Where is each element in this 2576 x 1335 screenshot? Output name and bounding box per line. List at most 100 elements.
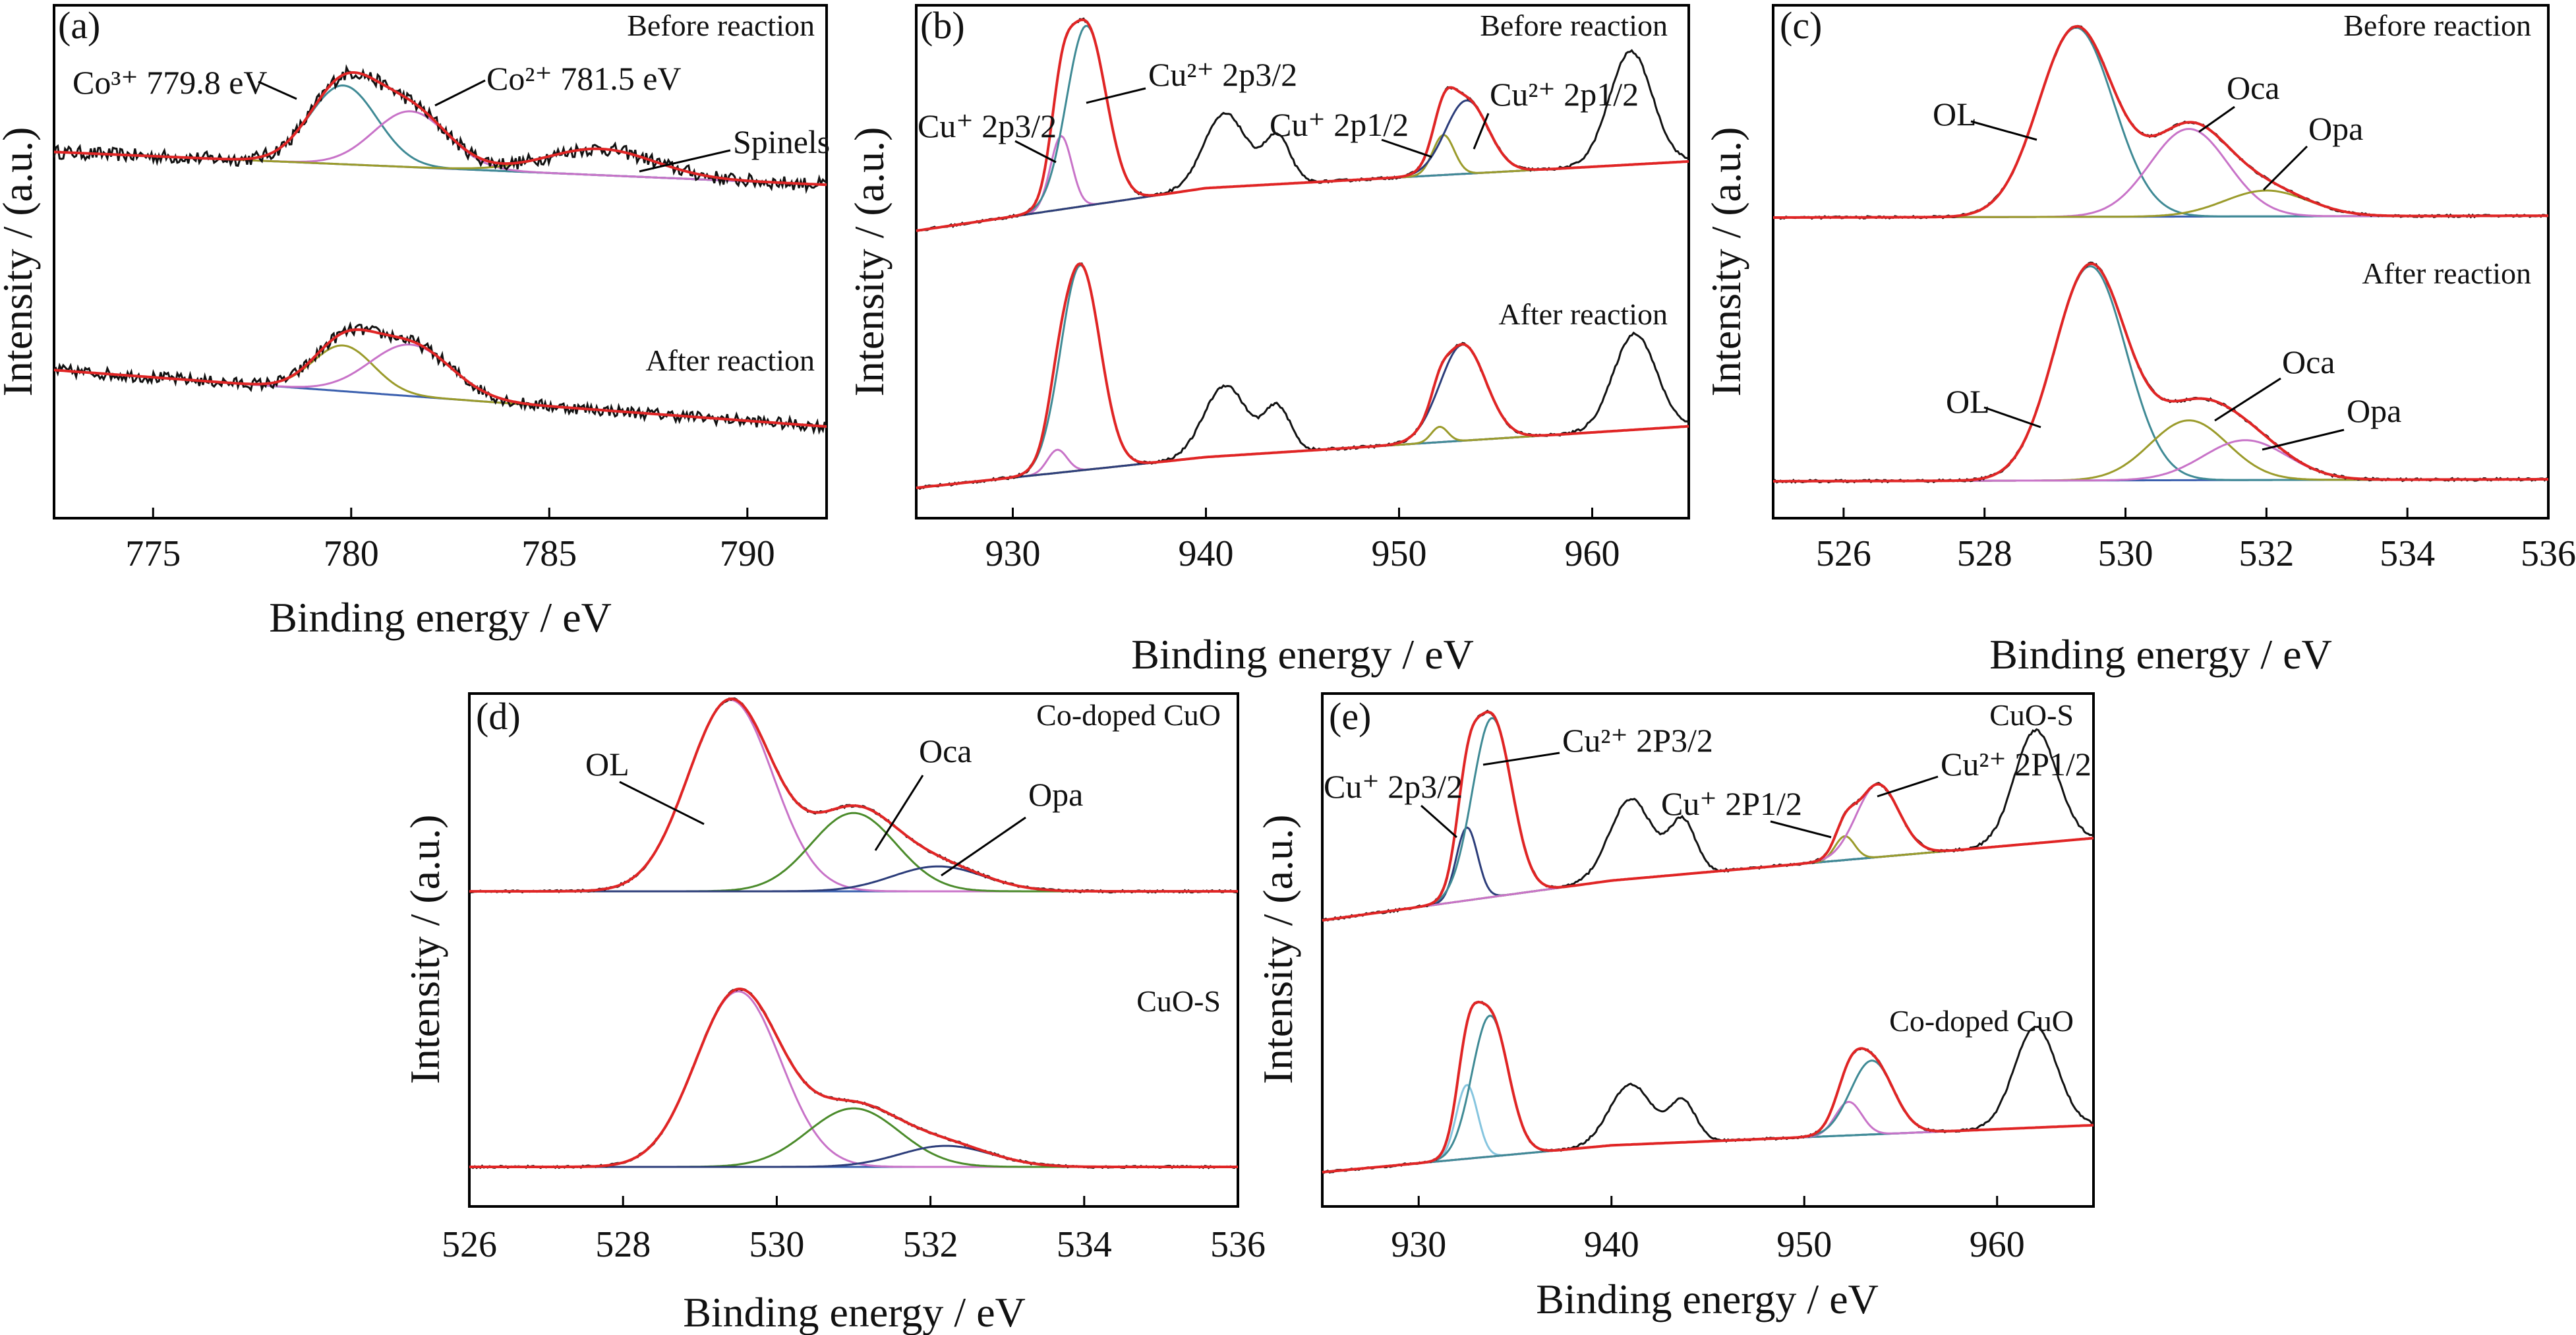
panel-a-tick-label-2: 785 <box>521 533 577 574</box>
panel-c-tick-label-0: 526 <box>1816 533 1871 574</box>
panel-d-stack-1-peak-0 <box>469 990 1238 1168</box>
panel-d-tick-label-4: 534 <box>1057 1224 1112 1265</box>
panel-e-stack-0-envelope <box>1322 710 2094 922</box>
panel-e-annotation-cu1-1-2: Cu⁺ 2P1/2 <box>1661 785 1802 822</box>
panel-b-tick-label-1: 940 <box>1179 533 1234 574</box>
panel-e-ylabel: Intensity / (a.u.) <box>1254 815 1301 1084</box>
panel-e-tick-label-1: 940 <box>1584 1224 1639 1265</box>
panel-b-arrow-cu2-3-2 <box>1086 87 1146 104</box>
panel-a-stack-label-top: Before reaction <box>627 9 815 42</box>
panel-d-tick-label-2: 530 <box>749 1224 804 1265</box>
panel-a: 775 780 785 790 (a) Before reaction After r… <box>0 4 830 641</box>
panel-c: 526 528 530 532 534 536 (c) Before reaction A… <box>1703 4 2576 678</box>
panel-c-stack-0-peak-1 <box>1773 128 2548 219</box>
panel-b-plot <box>916 17 1689 490</box>
panel-a-tick-label-0: 775 <box>125 533 181 574</box>
panel-a-arrow-co2 <box>434 79 486 107</box>
panel-c-tick-label-1: 528 <box>1957 533 2012 574</box>
panel-e-annotation-cu1-3-2: Cu⁺ 2p3/2 <box>1324 768 1463 805</box>
panel-b: 930 940 950 960 (b) Before reaction After r… <box>846 4 1690 678</box>
panel-e-stack-0-peak-0 <box>1322 826 2094 922</box>
panel-c-stack-0-peak-0 <box>1773 26 2548 219</box>
panel-a-stack-1-envelope <box>53 328 827 428</box>
panel-c-tick-label-3: 532 <box>2239 533 2294 574</box>
panel-e-tick-label-0: 930 <box>1391 1224 1446 1265</box>
panel-d-annotation-ol: OL <box>585 746 629 783</box>
panel-b-label: (b) <box>920 4 965 47</box>
panel-e: 930 940 950 960 (e) CuO-S Co-doped CuO Cu⁺ … <box>1254 692 2095 1322</box>
panel-c-tick-label-5: 536 <box>2521 533 2576 574</box>
panel-a-annotation-co2: Co²⁺ 781.5 eV <box>486 60 682 97</box>
panel-d-stack-1-peak-2 <box>469 1144 1238 1168</box>
panel-d-stack-label-top: Co-doped CuO <box>1036 698 1221 732</box>
panel-d-arrow-ol <box>619 781 705 825</box>
panel-c-arrow-opa-top <box>2262 145 2308 191</box>
panel-b-annotation-cu2-1-2: Cu²⁺ 2p1/2 <box>1490 76 1639 113</box>
panel-e-arrow-cu1-1-2 <box>1770 820 1832 839</box>
panel-d-tick-label-1: 528 <box>595 1224 651 1265</box>
panel-a-tick-label-1: 780 <box>324 533 379 574</box>
panel-b-annotation-cu1-1-2: Cu⁺ 2p1/2 <box>1270 106 1409 143</box>
panel-c-stack-1-peak-0 <box>1773 265 2548 483</box>
panel-d-ylabel: Intensity / (a.u.) <box>401 815 448 1084</box>
panel-c-stack-0-peak-2 <box>1773 189 2548 219</box>
panel-b-stack-label-bottom: After reaction <box>1498 297 1668 331</box>
panel-c-annotation-oca-bottom: Oca <box>2282 343 2335 380</box>
panel-a-annotation-spinels: Spinels <box>733 123 830 160</box>
panel-c-annotation-opa-bottom: Opa <box>2347 392 2401 429</box>
panel-b-stack-1-peak-2 <box>916 425 1689 489</box>
panel-d-stack-label-bottom: CuO-S <box>1136 984 1221 1018</box>
panel-e-annotation-cu2-3-2: Cu²⁺ 2P3/2 <box>1562 722 1713 759</box>
panel-a-axis: 775 780 785 790 <box>125 508 775 574</box>
panel-e-arrow-cu2-3-2 <box>1482 752 1560 766</box>
panel-d-label: (d) <box>476 695 521 738</box>
panel-c-stack-0-envelope <box>1773 24 2548 219</box>
panel-a-arrow-co3 <box>258 80 297 100</box>
panel-b-stack-0-envelope <box>916 18 1689 232</box>
panel-e-stack-0-background <box>1322 837 2094 922</box>
panel-a-ylabel: Intensity / (a.u.) <box>0 127 41 397</box>
panel-c-frame <box>1772 4 2550 519</box>
panel-a-frame <box>53 4 828 519</box>
panel-b-arrow-cu2-1-2 <box>1473 113 1490 150</box>
panel-d-axis: 526 528 530 532 534 536 <box>442 1196 1266 1265</box>
panel-b-stack-1-background <box>916 425 1689 489</box>
panel-c-annotation-ol-top: OL <box>1933 96 1977 133</box>
panel-a-stack-label-bottom: After reaction <box>645 343 815 377</box>
panel-c-label: (c) <box>1780 4 1822 47</box>
panel-b-tick-label-2: 950 <box>1372 533 1427 574</box>
panel-a-stack-0-envelope <box>53 71 827 187</box>
panel-e-stack-1-background <box>1322 1124 2094 1173</box>
panel-c-stack-0-raw <box>1772 24 2549 220</box>
panel-b-stack-label-top: Before reaction <box>1480 9 1668 42</box>
panel-e-axis: 930 940 950 960 <box>1391 1196 2025 1265</box>
panel-d-xlabel: Binding energy / eV <box>683 1289 1026 1335</box>
panel-b-arrow-cu1-3-2 <box>1014 140 1057 163</box>
panel-d-stack-0-peak-2 <box>469 865 1238 893</box>
panel-d-plot <box>469 697 1239 1170</box>
panel-b-tick-label-3: 960 <box>1565 533 1620 574</box>
panel-e-plot <box>1322 709 2094 1174</box>
panel-c-tick-label-2: 530 <box>2098 533 2153 574</box>
panel-e-tick-label-2: 950 <box>1776 1224 1832 1265</box>
panel-d: 526 528 530 532 534 536 (d) Co-doped CuO CuO-… <box>401 692 1266 1335</box>
panel-d-tick-label-3: 532 <box>903 1224 958 1265</box>
panel-b-frame <box>915 4 1690 519</box>
panel-c-annotation-opa-top: Opa <box>2308 110 2363 147</box>
panel-a-arrow-spinels <box>639 149 731 173</box>
panel-d-frame <box>468 692 1239 1208</box>
panel-b-stack-0-background <box>916 160 1689 232</box>
panel-a-annotation-co3: Co³⁺ 779.8 eV <box>73 64 268 101</box>
panel-c-xlabel: Binding energy / eV <box>1989 631 2332 678</box>
panel-b-annotation-cu1-3-2: Cu⁺ 2p3/2 <box>918 107 1057 144</box>
panel-d-annotation-oca: Oca <box>919 732 972 769</box>
panel-d-arrow-opa <box>941 816 1026 877</box>
panel-e-stack-1-envelope <box>1322 1000 2094 1173</box>
panel-c-stack-label-top: Before reaction <box>2343 9 2531 42</box>
panel-e-label: (e) <box>1329 695 1371 738</box>
panel-a-stack-0-peak-1 <box>53 110 827 186</box>
panel-b-xlabel: Binding energy / eV <box>1131 631 1474 678</box>
panel-d-stack-1-envelope <box>469 987 1238 1168</box>
panel-e-xlabel: Binding energy / eV <box>1536 1276 1879 1322</box>
panel-d-annotation-opa: Opa <box>1028 776 1083 813</box>
